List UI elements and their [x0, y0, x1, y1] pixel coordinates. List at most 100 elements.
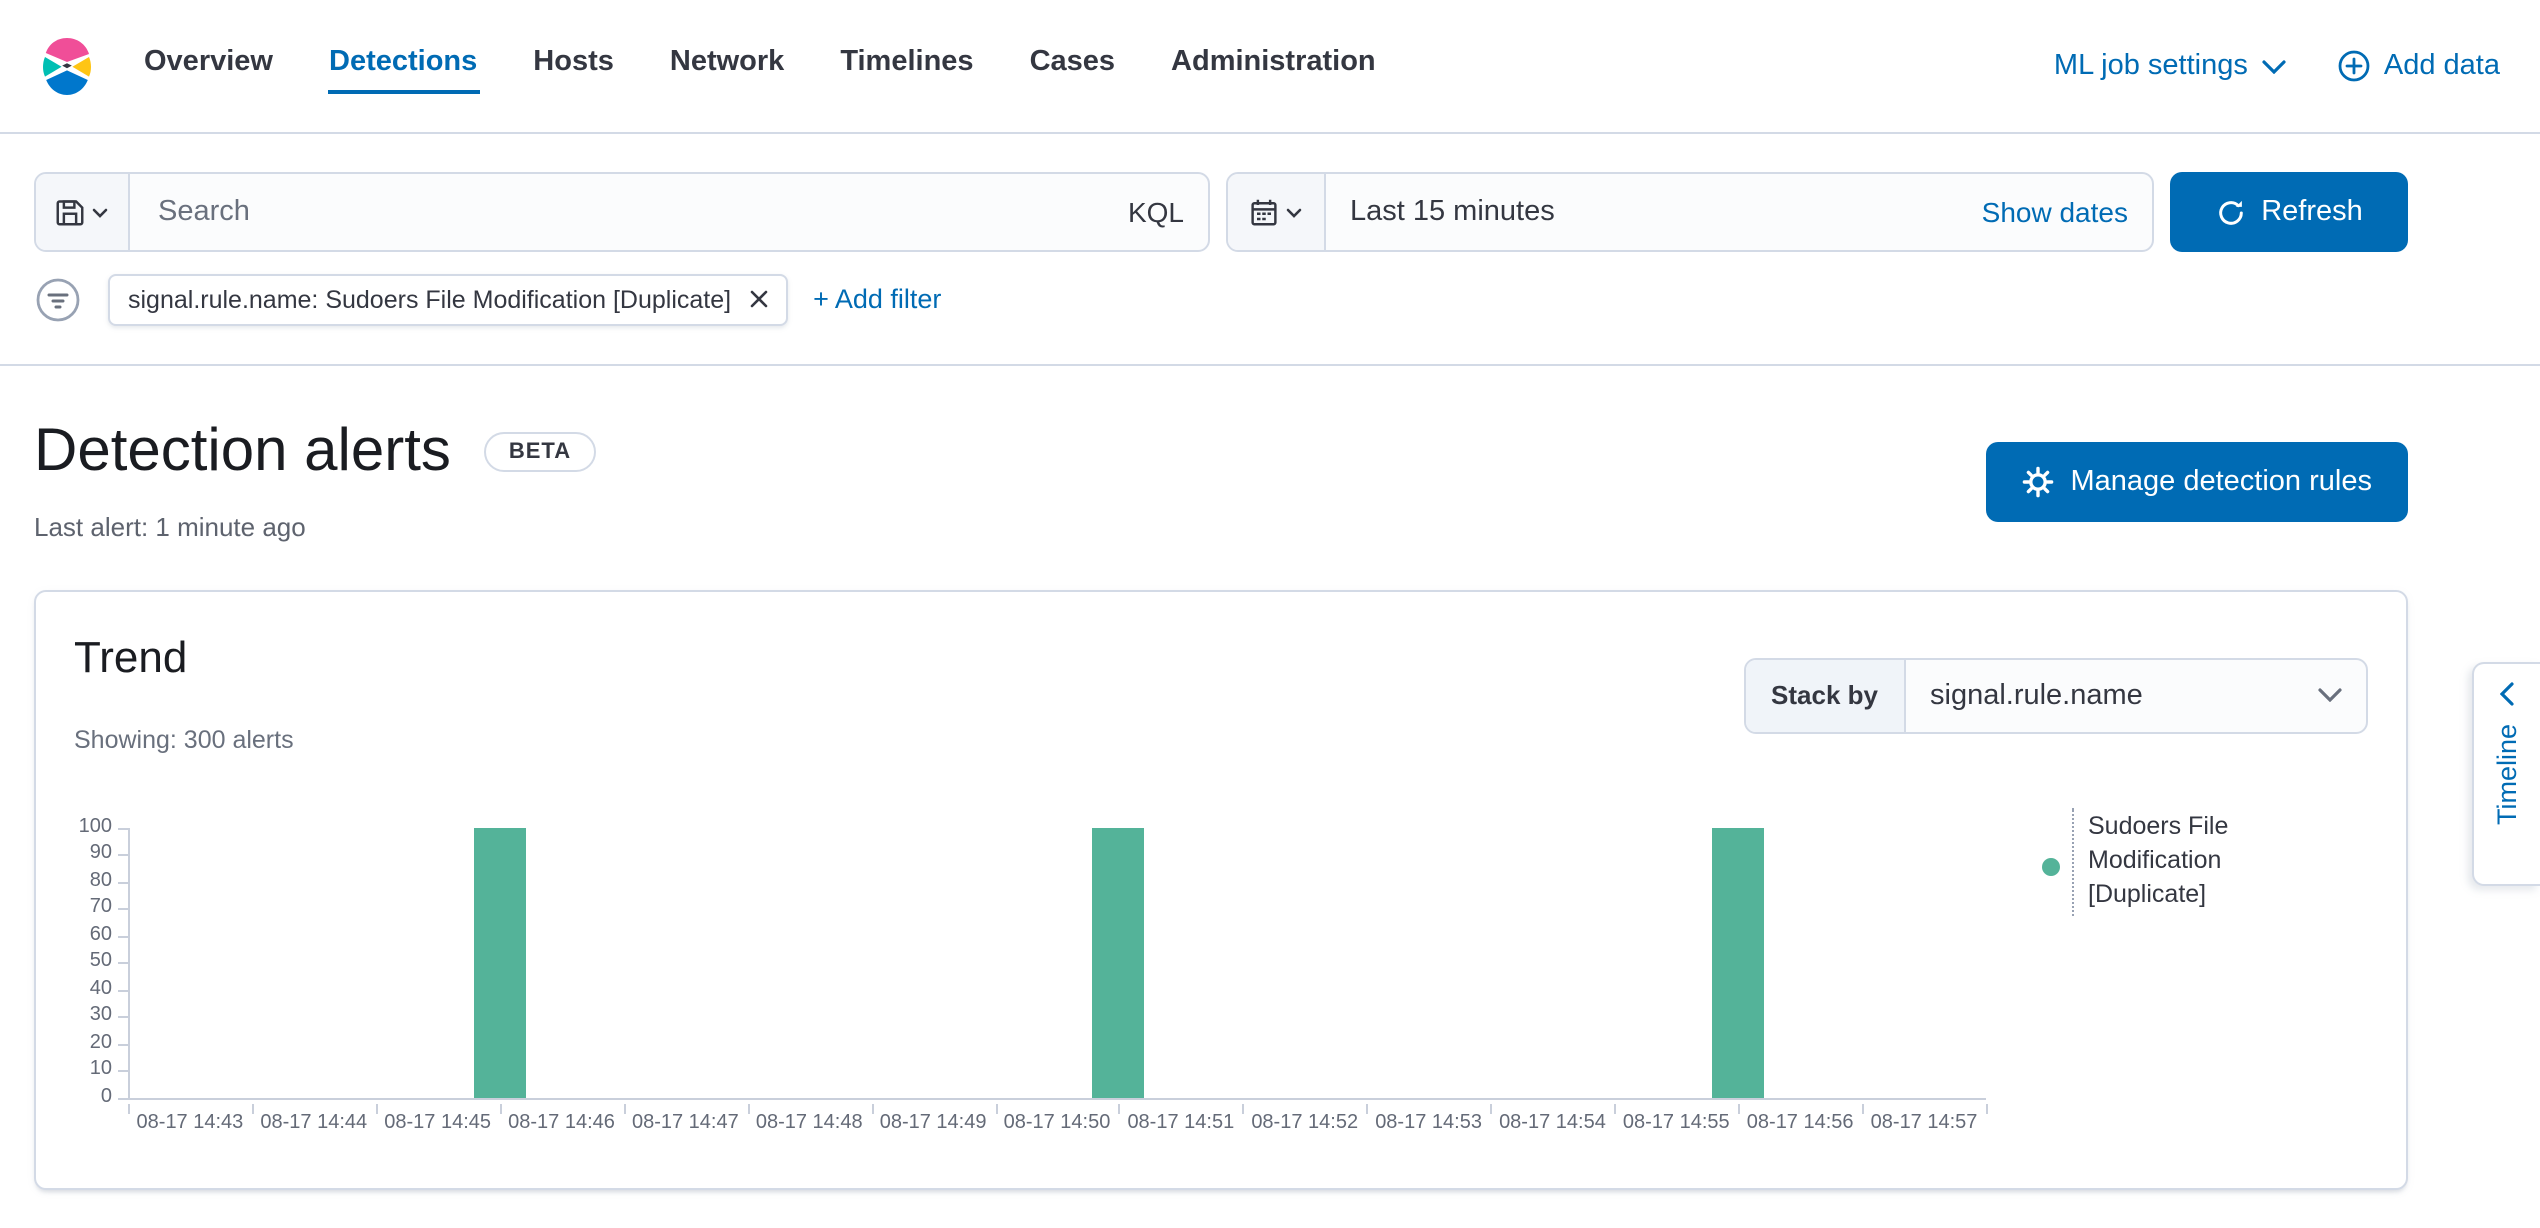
x-axis-tick: [871, 1103, 874, 1113]
quick-select-menu-button[interactable]: [1228, 174, 1326, 250]
calendar-icon: [1250, 198, 1278, 226]
manage-detection-rules-label: Manage detection rules: [2070, 466, 2373, 498]
y-axis-tick: [118, 881, 128, 883]
x-tick-label: 08-17 14:56: [1746, 1111, 1854, 1133]
date-picker-group: Last 15 minutes Show dates: [1226, 172, 2154, 252]
x-tick-label: 08-17 14:43: [136, 1111, 244, 1133]
x-axis-tick: [128, 1103, 130, 1113]
x-axis-line: [128, 1097, 1986, 1099]
y-axis-tick: [118, 1016, 128, 1018]
x-tick-label: 08-17 14:54: [1499, 1111, 1606, 1133]
nav-tab-network[interactable]: Network: [669, 46, 785, 78]
nav-tab-detections[interactable]: Detections: [327, 38, 480, 94]
y-tick-label: 60: [89, 923, 112, 945]
chevron-left-icon: [2500, 682, 2514, 706]
nav-tab-timelines[interactable]: Timelines: [840, 46, 974, 78]
plus-in-circle-icon: [2338, 50, 2370, 82]
trend-bar: [1712, 827, 1765, 1097]
search-input[interactable]: [154, 194, 1112, 230]
primary-nav-tabs: Overview Detections Hosts Network Timelines C…: [142, 38, 1378, 94]
manage-detection-rules-button[interactable]: Manage detection rules: [1986, 442, 2408, 522]
x-tick-label: 08-17 14:50: [1003, 1111, 1111, 1133]
x-axis-tick: [623, 1103, 626, 1113]
show-dates-button[interactable]: Show dates: [1981, 196, 2128, 228]
legend-item[interactable]: Sudoers File Modification [Duplicate]: [2042, 807, 2264, 915]
stack-by-select[interactable]: signal.rule.name: [1906, 659, 2366, 731]
save-icon: [56, 198, 84, 226]
x-tick-label: 08-17 14:47: [631, 1111, 739, 1133]
chevron-down-icon: [2262, 59, 2286, 73]
gear-icon: [2023, 466, 2055, 498]
nav-tab-cases[interactable]: Cases: [1029, 46, 1116, 78]
stack-by-value: signal.rule.name: [1930, 679, 2143, 711]
x-axis-tick: [1738, 1103, 1741, 1113]
x-axis-tick: [1118, 1103, 1121, 1113]
y-axis-tick: [118, 935, 128, 937]
y-axis-tick: [118, 827, 128, 829]
last-alert-text: Last alert: 1 minute ago: [34, 511, 306, 541]
y-axis-tick: [118, 854, 128, 856]
y-tick-label: 30: [89, 1004, 112, 1026]
kql-syntax-toggle[interactable]: KQL: [1127, 196, 1184, 228]
add-filter-button[interactable]: + Add filter: [813, 284, 942, 314]
filter-bar: signal.rule.name: Sudoers File Modificat…: [34, 272, 2408, 326]
timeline-flyout-toggle[interactable]: Timeline: [2472, 662, 2540, 886]
chevron-down-icon: [1286, 207, 1302, 217]
y-axis-tick: [118, 908, 128, 910]
x-tick-label: 08-17 14:44: [260, 1111, 368, 1133]
x-tick-label: 08-17 14:48: [755, 1111, 863, 1133]
y-axis-tick: [118, 1070, 128, 1072]
filter-pill-label: signal.rule.name: Sudoers File Modificat…: [128, 285, 732, 313]
nav-tab-administration[interactable]: Administration: [1171, 46, 1376, 78]
x-axis-tick: [1366, 1103, 1369, 1113]
legend-separator: [2072, 807, 2074, 915]
y-axis-tick: [118, 989, 128, 991]
section-divider: [0, 364, 2540, 366]
x-axis-tick: [251, 1103, 254, 1113]
page-header: Detection alerts BETA Last alert: 1 minu…: [34, 414, 2408, 541]
nav-tab-overview[interactable]: Overview: [144, 46, 273, 78]
nav-tab-hosts[interactable]: Hosts: [533, 46, 614, 78]
add-data-button[interactable]: Add data: [2338, 50, 2500, 82]
elastic-logo-icon[interactable]: [40, 36, 94, 96]
saved-query-menu-button[interactable]: [36, 174, 130, 250]
stack-by-label: Stack by: [1745, 659, 1906, 731]
x-tick-label: 08-17 14:46: [508, 1111, 615, 1133]
topnav-right: ML job settings Add data: [2054, 50, 2500, 82]
search-bar-group: KQL: [34, 172, 1210, 252]
y-tick-label: 80: [89, 869, 112, 891]
y-tick-label: 10: [89, 1058, 112, 1080]
x-tick-label: 08-17 14:51: [1127, 1111, 1235, 1133]
refresh-label: Refresh: [2261, 196, 2363, 228]
remove-filter-icon[interactable]: [749, 290, 767, 308]
x-axis-tick: [995, 1103, 998, 1113]
chevron-down-icon: [2318, 688, 2342, 702]
y-tick-label: 100: [78, 815, 112, 837]
y-tick-label: 0: [100, 1085, 112, 1107]
title-block: Detection alerts BETA Last alert: 1 minu…: [34, 414, 596, 541]
x-axis-tick: [1986, 1103, 1988, 1113]
filter-options-icon[interactable]: [34, 275, 82, 323]
timeline-tab-label: Timeline: [2492, 724, 2522, 826]
search-field: KQL: [130, 174, 1208, 250]
top-navigation: Overview Detections Hosts Network Timelines C…: [0, 0, 2540, 134]
filter-pill[interactable]: signal.rule.name: Sudoers File Modificat…: [108, 273, 788, 325]
chevron-down-icon: [92, 207, 108, 217]
x-tick-label: 08-17 14:55: [1622, 1111, 1730, 1133]
trend-bar: [1092, 827, 1145, 1097]
ml-job-settings-button[interactable]: ML job settings: [2054, 50, 2286, 82]
x-axis-tick: [1862, 1103, 1865, 1113]
time-range-value[interactable]: Last 15 minutes: [1350, 196, 1555, 228]
ml-job-settings-label: ML job settings: [2053, 50, 2248, 82]
x-tick-label: 08-17 14:45: [384, 1111, 492, 1133]
showing-count: Showing: 300 alerts: [74, 725, 294, 753]
y-tick-label: 50: [89, 950, 112, 972]
x-axis-tick: [375, 1103, 378, 1113]
legend-swatch-icon: [2042, 857, 2060, 875]
y-tick-label: 70: [89, 896, 112, 918]
x-axis-tick: [1614, 1103, 1617, 1113]
x-tick-label: 08-17 14:53: [1375, 1111, 1482, 1133]
date-picker-body: Last 15 minutes Show dates: [1326, 174, 2152, 250]
refresh-button[interactable]: Refresh: [2170, 172, 2408, 252]
